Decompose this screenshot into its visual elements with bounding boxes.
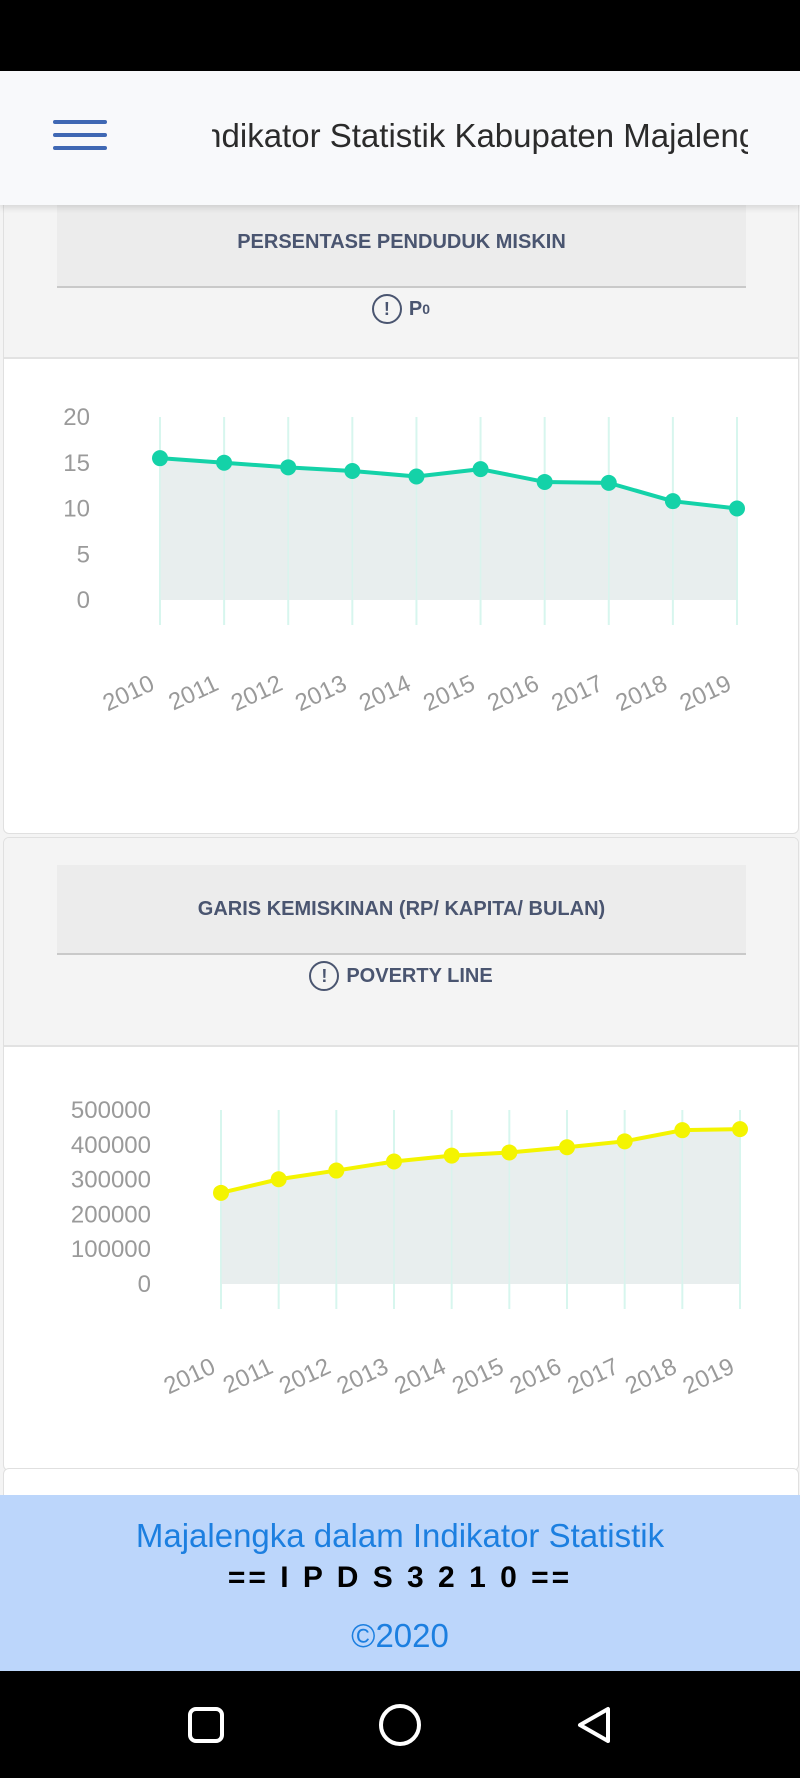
card-subtitle: ! POVERTY LINE — [4, 959, 798, 993]
y-tick-label: 500000 — [71, 1097, 151, 1124]
series-line — [159, 456, 738, 511]
x-tick-label: 2010 — [160, 1353, 220, 1400]
x-tick-label: 2010 — [99, 670, 159, 717]
y-tick-label: 10 — [63, 496, 90, 523]
card-title: PERSENTASE PENDUDUK MISKIN — [57, 205, 746, 288]
x-tick-label: 2011 — [219, 1353, 277, 1399]
data-point — [328, 1162, 345, 1179]
x-tick-label: 2012 — [275, 1353, 335, 1400]
data-point — [664, 493, 681, 510]
x-tick-label: 2013 — [291, 670, 351, 717]
area-fill — [160, 458, 737, 600]
footer-title: Majalengka dalam Indikator Statistik — [135, 1517, 665, 1554]
data-point — [443, 1147, 460, 1164]
data-point — [559, 1139, 575, 1156]
data-point — [408, 468, 425, 485]
footer: Majalengka dalam Indikator Statistik == … — [0, 1495, 800, 1671]
data-point — [536, 473, 553, 490]
x-tick-label: 2018 — [612, 670, 672, 717]
x-tick-label: 2012 — [227, 670, 287, 717]
x-tick-label: 2011 — [164, 670, 222, 716]
y-tick-label: 15 — [63, 450, 90, 477]
y-tick-label: 20 — [63, 404, 90, 431]
data-point — [674, 1122, 691, 1139]
x-tick-label: 2016 — [483, 670, 543, 717]
y-tick-label: 0 — [138, 1271, 151, 1298]
x-tick-label: 2014 — [355, 670, 415, 717]
chart-poverty-percentage: 0 5 10 15 20 2010 2011 2012 2013 2014 2015 2016 2017… — [63, 404, 745, 717]
subtitle-text: POVERTY LINE — [346, 964, 493, 987]
data-point — [213, 1184, 229, 1201]
y-tick-label: 5 — [77, 541, 90, 568]
triangle-back-icon[interactable] — [570, 1701, 618, 1749]
y-tick-label: 100000 — [71, 1236, 151, 1263]
menu-icon[interactable] — [53, 118, 107, 152]
data-point — [386, 1153, 402, 1170]
y-tick-label: 400000 — [71, 1132, 151, 1159]
x-tick-label: 2018 — [621, 1353, 681, 1400]
square-recents-icon[interactable] — [182, 1701, 230, 1749]
x-tick-label: 2017 — [548, 670, 608, 717]
card-title: GARIS KEMISKINAN (RP/ KAPITA/ BULAN) — [57, 865, 746, 955]
card-next — [3, 1468, 799, 1495]
data-point — [729, 500, 745, 517]
data-point — [732, 1121, 748, 1138]
x-tick-label: 2015 — [448, 1353, 508, 1400]
circle-home-icon[interactable] — [376, 1701, 424, 1749]
status-bar — [0, 0, 800, 71]
area-fill — [221, 1129, 740, 1284]
data-point — [616, 1133, 633, 1150]
data-point — [501, 1144, 518, 1161]
data-point — [472, 461, 489, 478]
data-point — [344, 462, 361, 479]
card-header: GARIS KEMISKINAN (RP/ KAPITA/ BULAN) ! P… — [4, 838, 798, 1047]
header-title-container: Indikator Statistik Kabupaten Majalengka — [212, 106, 748, 166]
x-tick-label: 2019 — [676, 670, 736, 717]
navigation-bar — [0, 1671, 800, 1778]
footer-copyright: ©2020 — [351, 1617, 449, 1654]
subtitle-text: P — [408, 297, 423, 320]
data-point — [280, 459, 297, 476]
y-tick-label: 0 — [77, 587, 90, 614]
info-icon[interactable]: ! — [309, 961, 340, 991]
x-tick-label: 2015 — [419, 670, 479, 717]
subtitle-subscript: 0 — [422, 301, 431, 317]
data-point — [216, 454, 233, 471]
data-point — [600, 474, 617, 491]
data-point — [270, 1171, 287, 1188]
y-tick-label: 200000 — [71, 1201, 151, 1228]
page-title: Indikator Statistik Kabupaten Majalengka — [212, 117, 748, 154]
x-tick-label: 2013 — [333, 1353, 393, 1400]
footer-code: == I P D S 3 2 1 0 == — [227, 1561, 573, 1594]
y-tick-label: 300000 — [71, 1167, 151, 1194]
x-tick-label: 2016 — [506, 1353, 566, 1400]
data-point — [152, 450, 168, 467]
x-tick-label: 2019 — [679, 1353, 739, 1400]
card-poverty-line: GARIS KEMISKINAN (RP/ KAPITA/ BULAN) ! P… — [3, 837, 799, 1471]
x-tick-label: 2014 — [390, 1353, 450, 1400]
app-header: Indikator Statistik Kabupaten Majalengka — [0, 71, 800, 205]
info-icon[interactable]: ! — [371, 294, 402, 324]
x-tick-label: 2017 — [563, 1353, 623, 1400]
series-line — [220, 1127, 741, 1195]
